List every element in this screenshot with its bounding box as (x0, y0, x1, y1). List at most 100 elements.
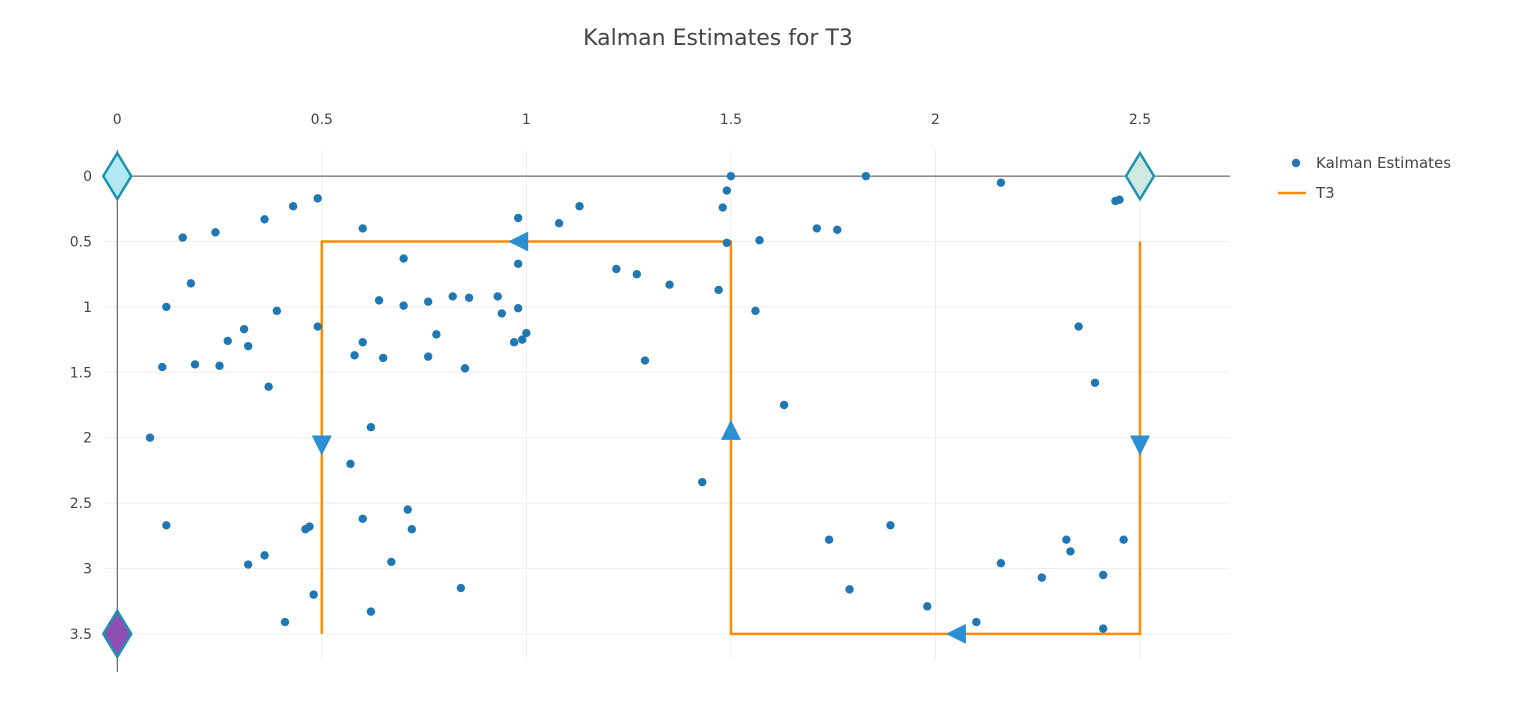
kalman-estimate-point (779, 400, 789, 410)
kalman-estimate-point (755, 236, 764, 245)
kalman-estimate-point (460, 364, 470, 373)
kalman-estimate-point (162, 302, 171, 312)
kalman-estimate-point (158, 362, 167, 372)
kalman-estimate-point (358, 514, 367, 523)
direction-arrow-down (311, 435, 332, 456)
x-tick-label: 1 (522, 112, 531, 128)
legend-item-kalman-estimates[interactable]: Kalman Estimates (1291, 154, 1451, 172)
kalman-estimate-point (399, 254, 408, 263)
x-tick-label: 2 (931, 112, 940, 128)
kalman-estimate-point (358, 338, 367, 347)
chart-title: Kalman Estimates for T3 (583, 26, 853, 51)
kalman-estimate-point (1098, 570, 1108, 580)
direction-arrow-left (508, 231, 529, 252)
axes: 0 0.5 1 1.5 2 2.5 0 0.5 1 1.5 2 2.5 3 3.5 (70, 112, 1230, 672)
kalman-estimate-point (726, 171, 736, 181)
y-tick-label: 1.5 (70, 365, 92, 381)
x-tick-label: 0.5 (311, 112, 333, 128)
y-tick-label: 2 (83, 431, 92, 447)
legend[interactable]: Kalman Estimates T3 (1278, 154, 1451, 202)
kalman-estimate-point (366, 423, 376, 432)
kalman-estimate-point (497, 309, 507, 318)
kalman-estimate-point (722, 238, 732, 248)
kalman-estimate-point (272, 306, 282, 316)
kalman-estimate-point (190, 360, 200, 369)
kalman-estimate-point (346, 459, 355, 469)
kalman-estimate-point (407, 525, 417, 534)
kalman-estimate-point (1119, 535, 1128, 544)
kalman-estimate-point (513, 213, 523, 223)
legend-marker-dot (1291, 158, 1301, 168)
kalman-estimate-point (513, 259, 523, 268)
kalman-estimate-point (374, 296, 384, 305)
legend-label: Kalman Estimates (1316, 154, 1451, 172)
kalman-estimate-point (378, 353, 388, 363)
y-tick-label: 3.5 (70, 627, 92, 643)
y-tick-label: 3 (83, 561, 92, 577)
legend-item-t3[interactable]: T3 (1278, 184, 1335, 202)
kalman-estimate-point (833, 225, 842, 234)
kalman-estimate-point (1090, 378, 1100, 387)
kalman-estimate-points (145, 171, 1128, 633)
kalman-estimate-point (996, 559, 1006, 568)
kalman-estimate-point (1037, 573, 1047, 582)
kalman-estimate-point (751, 306, 760, 316)
kalman-estimate-point (575, 202, 584, 211)
kalman-estimate-point (714, 285, 723, 295)
kalman-estimate-point (886, 521, 895, 530)
kalman-estimate-point (493, 292, 502, 301)
kalman-estimate-point (1062, 535, 1071, 544)
kalman-estimate-point (554, 219, 564, 228)
diamond-marker (101, 608, 133, 660)
kalman-estimate-point (722, 186, 732, 195)
kalman-estimate-point (1066, 547, 1075, 556)
kalman-estimate-point (260, 215, 269, 224)
kalman-estimate-point (186, 279, 196, 288)
kalman-estimate-point (812, 224, 822, 233)
kalman-estimate-point (923, 602, 932, 611)
kalman-estimate-point (223, 336, 232, 346)
y-tick-label: 0 (83, 169, 92, 185)
kalman-estimate-point (518, 335, 527, 344)
kalman-estimate-point (632, 270, 642, 279)
kalman-estimate-point (309, 590, 318, 599)
kalman-estimate-point (432, 330, 441, 339)
gridlines (105, 150, 1230, 660)
kalman-estimate-point (305, 522, 314, 531)
x-tick-label: 1.5 (720, 112, 742, 128)
direction-arrow-left (945, 623, 966, 644)
diamond-marker (1124, 150, 1156, 202)
kalman-estimate-point (665, 280, 674, 289)
x-tick-label: 0 (113, 112, 122, 128)
kalman-estimate-point (448, 292, 457, 301)
kalman-estimate-point (1074, 322, 1083, 331)
corner-markers (101, 150, 1156, 660)
kalman-estimate-point (350, 351, 359, 360)
kalman-estimate-point (972, 617, 981, 627)
y-tick-label: 1 (83, 300, 92, 316)
kalman-estimate-point (1098, 624, 1108, 633)
y-tick-label: 0.5 (70, 235, 92, 251)
kalman-estimate-point (423, 352, 433, 361)
x-tick-label: 2.5 (1129, 112, 1151, 128)
y-tick-label: 2.5 (70, 496, 92, 512)
kalman-estimate-point (718, 203, 727, 212)
kalman-estimate-point (264, 382, 273, 391)
kalman-estimate-point (996, 178, 1006, 187)
kalman-estimate-point (861, 171, 871, 181)
kalman-estimate-point (239, 324, 249, 334)
kalman-estimate-point (243, 341, 253, 351)
direction-arrows (311, 231, 1150, 644)
kalman-estimate-point (423, 297, 433, 306)
kalman-estimate-point (313, 194, 322, 203)
kalman-estimate-point (280, 617, 290, 627)
kalman-estimate-point (640, 356, 650, 365)
kalman-estimate-point (399, 301, 408, 310)
kalman-estimate-point (260, 551, 269, 560)
kalman-estimate-point (215, 361, 224, 370)
direction-arrow-up (720, 419, 741, 440)
kalman-estimate-point (522, 328, 531, 338)
direction-arrow-down (1130, 435, 1150, 456)
kalman-estimate-point (162, 521, 171, 530)
